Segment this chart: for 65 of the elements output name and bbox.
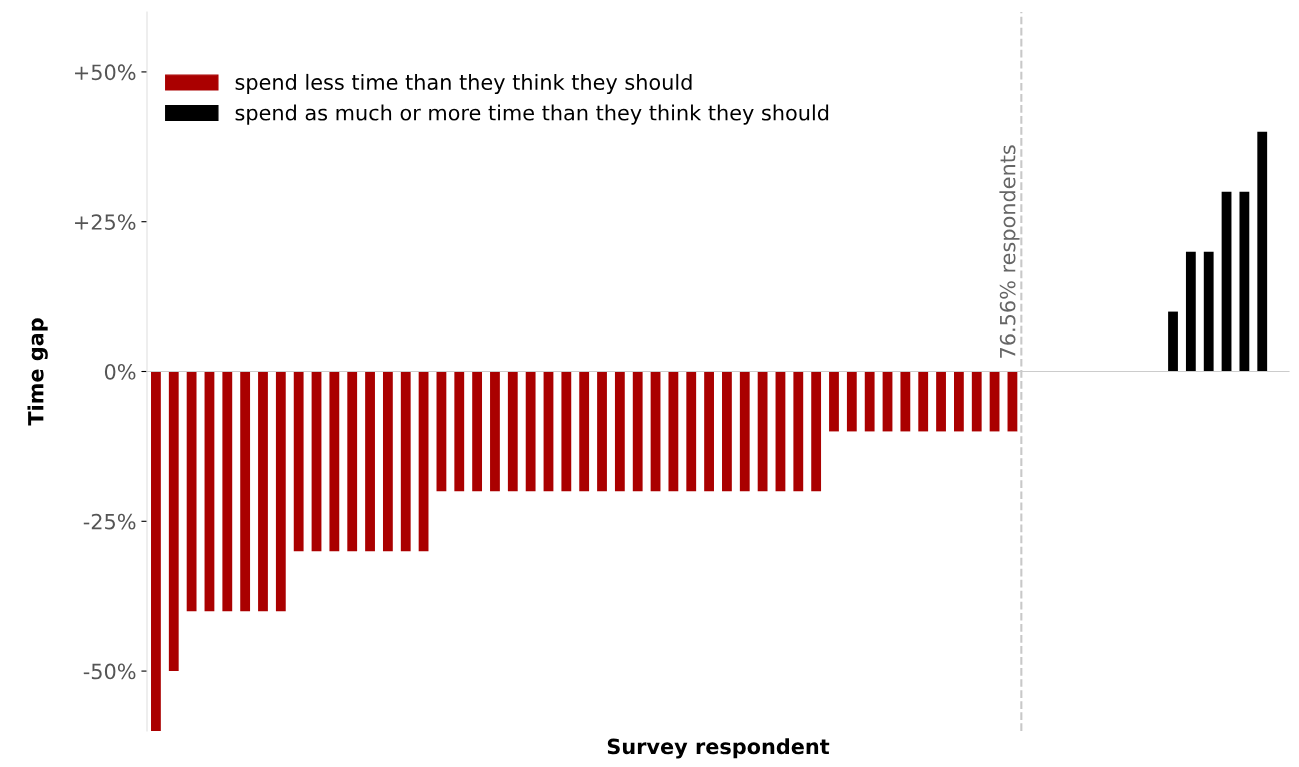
- bar: [989, 371, 1000, 432]
- bar: [365, 371, 375, 552]
- bar: [900, 371, 911, 432]
- y-tick-label: +50%: [75, 64, 136, 81]
- legend-label: spend as much or more time than they think they should: [235, 104, 829, 125]
- bar: [811, 371, 822, 492]
- bar: [240, 371, 251, 612]
- bar: [864, 371, 875, 432]
- bar: [1257, 131, 1268, 372]
- bar: [561, 371, 572, 492]
- bar: [757, 371, 768, 492]
- bar: [632, 371, 643, 492]
- bar: [1007, 371, 1018, 432]
- bar: [258, 371, 268, 612]
- bar: [829, 371, 839, 432]
- bar: [704, 371, 714, 492]
- bar: [418, 371, 429, 552]
- bar: [275, 371, 286, 612]
- bar: [614, 371, 625, 492]
- bar: [293, 371, 304, 552]
- bar: [1239, 191, 1250, 372]
- bar: [739, 371, 750, 492]
- bar: [882, 371, 893, 432]
- bar: [490, 371, 500, 492]
- bar: [793, 371, 804, 492]
- bar: [1203, 251, 1214, 372]
- bar: [347, 371, 358, 552]
- y-tick-label: +25%: [75, 214, 136, 230]
- bar: [436, 371, 447, 492]
- bar: [472, 371, 483, 492]
- bar: [918, 371, 929, 432]
- y-axis-title: Time gap: [27, 318, 48, 426]
- bar: [454, 371, 465, 492]
- bar: [579, 371, 590, 492]
- bar: [846, 371, 857, 432]
- annotation: 76.56% respondents: [999, 145, 1020, 358]
- bar: [507, 371, 518, 492]
- bar: [1185, 251, 1196, 372]
- bar: [597, 371, 607, 492]
- bar: [222, 371, 233, 612]
- y-tick-label: -25%: [83, 513, 136, 530]
- bar: [329, 371, 340, 552]
- bar: [971, 371, 982, 432]
- bar: [668, 371, 679, 492]
- bar: [400, 371, 411, 552]
- bar: [151, 371, 161, 731]
- bar: [382, 371, 393, 552]
- bar: [650, 371, 661, 492]
- bar: [525, 371, 536, 492]
- bar: [204, 371, 215, 612]
- bar: [311, 371, 322, 552]
- bar: [168, 371, 179, 672]
- bar: [722, 371, 732, 492]
- bar: [686, 371, 697, 492]
- bar: [953, 371, 964, 432]
- bar: [936, 371, 946, 432]
- x-axis-title: Survey respondent: [607, 738, 830, 759]
- bar: [543, 371, 554, 492]
- bar: [1221, 191, 1232, 372]
- legend-label: spend less time than they think they should: [235, 73, 692, 95]
- bar: [186, 371, 197, 612]
- bar: [1168, 311, 1178, 372]
- y-tick-label: 0%: [104, 363, 136, 380]
- bar: [775, 371, 786, 492]
- y-tick-label: -50%: [83, 663, 136, 680]
